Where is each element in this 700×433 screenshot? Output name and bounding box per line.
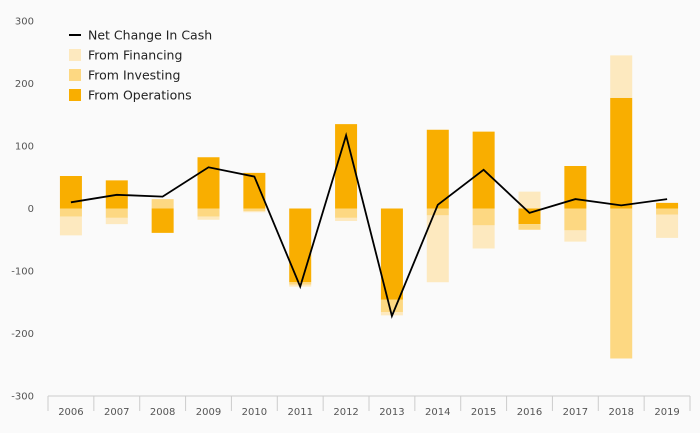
bar-from-investing [335,208,358,218]
legend-label: From Investing [88,68,180,83]
x-tick-label: 2016 [517,407,542,418]
bar-from-operations [59,176,82,209]
bar-from-financing [472,225,495,249]
y-tick-label: 0 [28,204,34,215]
y-tick-label: -100 [11,267,34,278]
bar-from-financing [197,216,220,220]
bar-from-financing [518,191,541,209]
bar-from-operations [197,157,220,209]
bar-from-operations [380,208,403,300]
x-tick-label: 2007 [104,407,129,418]
bar-from-operations [564,166,587,209]
legend-swatch [69,69,81,81]
bar-from-investing [426,208,449,216]
x-tick-label: 2008 [150,407,175,418]
bar-from-operations [335,124,358,209]
legend-swatch [69,49,81,61]
bar-from-operations [243,172,266,209]
x-tick-label: 2011 [287,407,312,418]
line-layer [70,132,668,319]
bar-from-financing [105,217,128,225]
bar-from-financing [656,214,679,238]
y-tick-label: 200 [15,79,34,90]
bar-from-financing [610,55,633,98]
y-tick-label: 100 [15,142,34,153]
bar-from-investing [610,208,633,359]
bar-from-investing [518,224,541,230]
bar-from-financing [243,211,266,213]
x-tick-label: 2006 [58,407,83,418]
bar-from-investing [472,208,495,226]
bar-from-financing [59,216,82,236]
bar-from-operations [426,129,449,209]
bar-from-investing [656,208,679,215]
legend-label: Net Change In Cash [88,28,212,43]
bar-from-financing [426,215,449,283]
x-tick-label: 2010 [242,407,267,418]
bar-from-investing [197,208,220,217]
x-tick-label: 2018 [608,407,633,418]
bar-from-operations [610,97,633,209]
line-net-change-in-cash [70,132,668,319]
bar-from-investing [59,208,82,217]
x-tick-label: 2015 [471,407,496,418]
bar-from-investing [564,208,587,231]
y-tick-label: -300 [11,392,34,403]
x-tick-label: 2013 [379,407,404,418]
x-tick-label: 2019 [654,407,679,418]
x-tick-label: 2009 [196,407,221,418]
legend: Net Change In Cash From Financing From Inv… [69,28,212,103]
legend-swatch [69,89,81,101]
y-tick-label: 300 [15,17,34,28]
y-tick-label: -200 [11,329,34,340]
axis-layer: -300 -200 -100 0 100 200 300 2006 2007 2008 2009 20… [11,17,691,418]
bar-from-investing [243,208,266,211]
bar-from-operations [151,208,174,233]
bar-from-investing [151,199,174,209]
x-tick-label: 2017 [563,407,588,418]
legend-label: From Operations [88,88,192,103]
bar-from-operations [656,202,679,209]
bar-from-financing [335,217,358,221]
x-tick-label: 2012 [333,407,358,418]
bar-from-operations [289,208,312,283]
bar-from-operations [518,208,541,225]
bar-from-financing [564,230,587,242]
bar-from-investing [380,299,403,313]
x-tick-label: 2014 [425,407,450,418]
bar-from-investing [105,208,128,218]
legend-label: From Financing [88,48,182,63]
